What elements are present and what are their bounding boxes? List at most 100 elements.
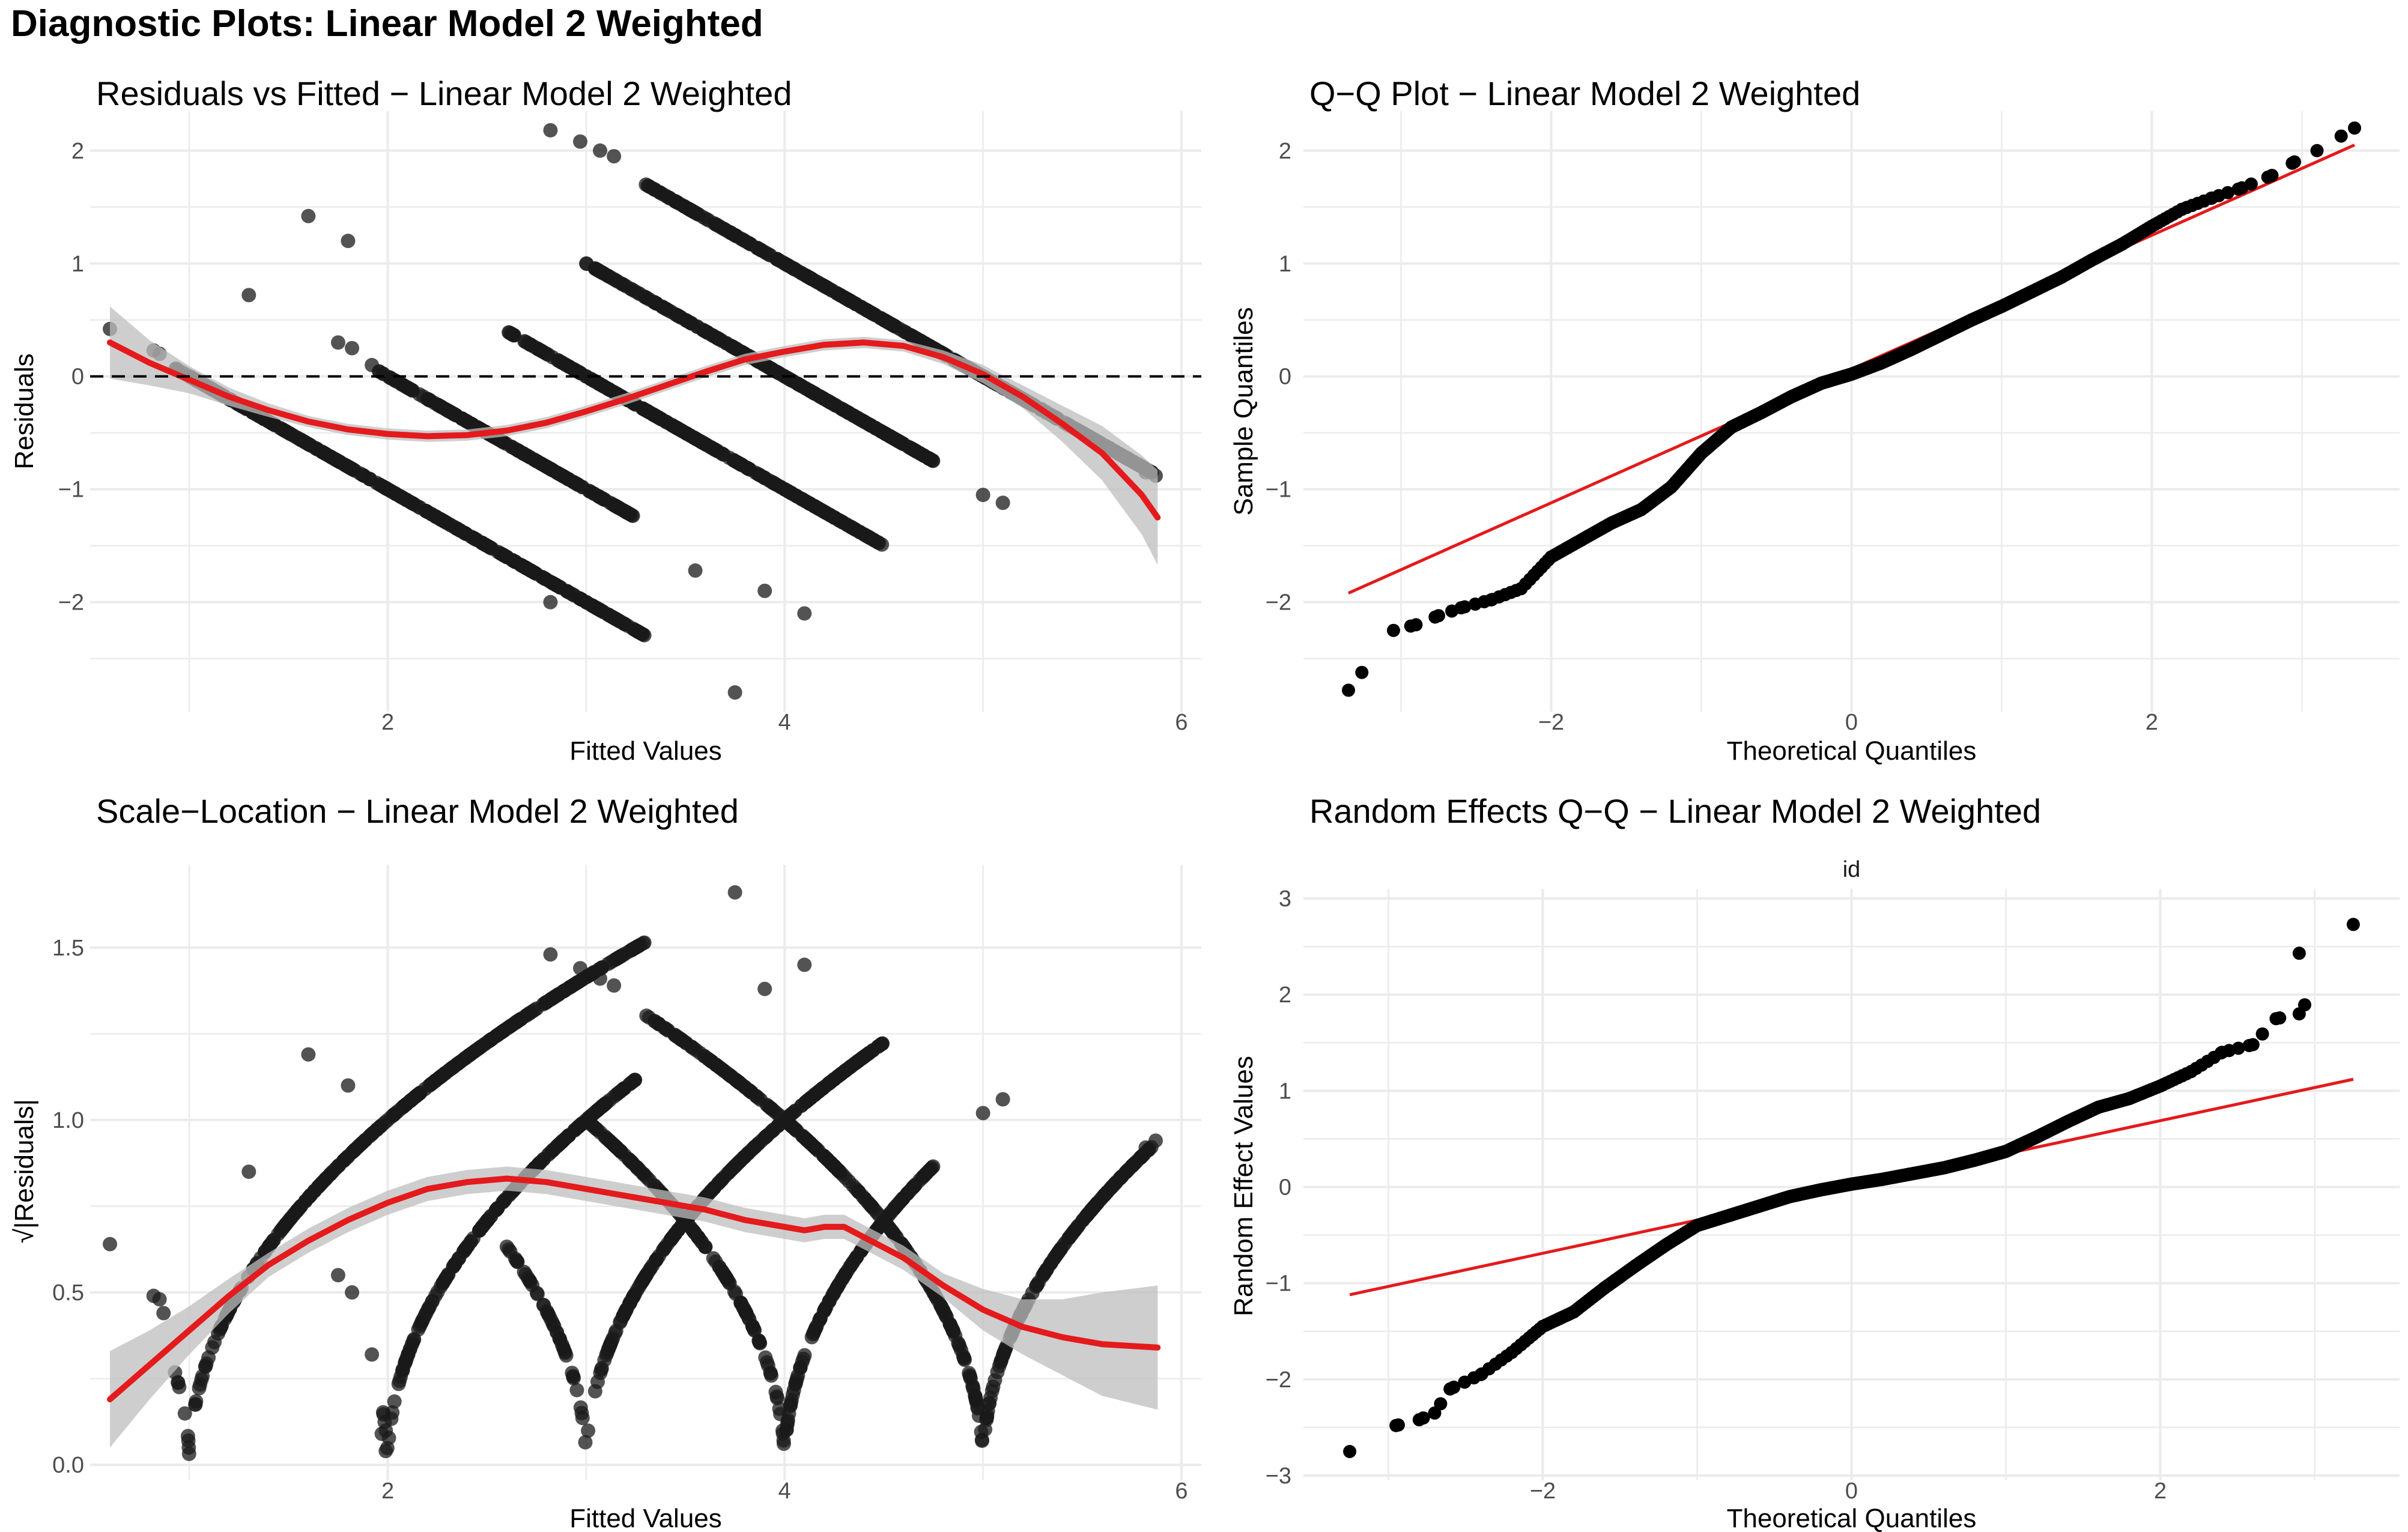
data-point [801, 495, 816, 510]
data-point [786, 1387, 800, 1402]
data-point [575, 1411, 590, 1426]
data-point [699, 437, 714, 452]
data-point [777, 1437, 791, 1451]
data-point [896, 323, 911, 338]
data-point [747, 1323, 762, 1338]
qq-point [1694, 446, 1708, 460]
data-point [1148, 1133, 1163, 1148]
data-point [432, 1070, 446, 1085]
chart-title: Residuals vs Fitted − Linear Model 2 Wei… [96, 74, 792, 112]
data-point [475, 536, 490, 550]
x-axis-label: Fitted Values [569, 736, 722, 766]
x-tick-label: 2 [381, 1479, 394, 1504]
data-point [688, 431, 702, 446]
y-tick-label: 0.0 [52, 1453, 84, 1478]
smooth-line [107, 1175, 1161, 1403]
data-point [711, 332, 726, 347]
data-point [795, 1355, 810, 1369]
data-point [864, 1198, 879, 1213]
data-point [518, 1008, 533, 1023]
qq-point [1664, 480, 1678, 494]
data-point [327, 451, 342, 466]
data-point [757, 583, 772, 598]
data-point [592, 264, 607, 279]
qq-point [1409, 618, 1423, 632]
data-point [751, 1091, 766, 1106]
data-point [358, 1133, 373, 1148]
y-tick-label: 0 [71, 365, 84, 390]
data-point [722, 1068, 737, 1083]
data-point [731, 343, 746, 358]
data-point [647, 1014, 662, 1029]
data-point [619, 1302, 634, 1317]
qq-point [2055, 270, 2069, 284]
data-point [827, 1285, 842, 1300]
data-point [608, 498, 623, 513]
data-point [613, 1143, 628, 1158]
data-point [572, 134, 587, 149]
data-point [706, 216, 721, 231]
data-point [599, 1348, 614, 1363]
data-point [771, 366, 786, 381]
data-point [607, 978, 622, 993]
qq-point [1754, 405, 1768, 419]
qq-point [1995, 300, 2009, 313]
data-point [736, 1150, 751, 1165]
data-point [690, 1229, 705, 1244]
data-point [685, 204, 699, 218]
x-tick-label: 4 [778, 1479, 791, 1504]
data-point [478, 1036, 493, 1051]
qq-point [2310, 144, 2324, 157]
data-point [996, 1345, 1011, 1360]
data-point [241, 1164, 256, 1179]
data-point [925, 453, 940, 468]
data-point [823, 1155, 839, 1170]
y-tick-label: 1 [71, 252, 84, 277]
data-point [786, 261, 801, 276]
x-tick-label: 0 [1845, 1479, 1858, 1504]
y-tick-label: 1.0 [52, 1108, 84, 1133]
data-point [590, 1374, 605, 1389]
chart-title: Scale−Location − Linear Model 2 Weighted [96, 792, 739, 830]
y-tick-label: −1 [1266, 1271, 1291, 1297]
qq-point [1514, 582, 1528, 596]
data-point [1057, 1237, 1071, 1252]
qq-point [2265, 169, 2279, 183]
data-point [499, 1240, 514, 1254]
qq-point [2085, 253, 2099, 267]
data-point [1125, 1158, 1140, 1173]
data-point [472, 1223, 487, 1238]
data-point [553, 1136, 568, 1151]
data-point [882, 1220, 897, 1235]
data-point [496, 1023, 511, 1038]
data-point [641, 179, 657, 194]
data-point [451, 1251, 466, 1266]
data-point [712, 1175, 727, 1190]
data-point [763, 1366, 778, 1381]
qq-point [1785, 390, 1798, 404]
data-point [975, 488, 990, 503]
data-point [394, 489, 409, 504]
qq-point [1574, 533, 1588, 547]
qq-point [1815, 377, 1828, 390]
data-point [820, 393, 835, 408]
data-point [1031, 1275, 1046, 1290]
y-tick-label: 2 [71, 139, 84, 164]
data-point [680, 313, 695, 329]
y-tick-label: 2 [1279, 982, 1291, 1008]
data-point [720, 1271, 735, 1286]
data-point [550, 988, 565, 1003]
data-point [587, 1119, 602, 1134]
qq-point [2288, 155, 2301, 169]
data-point [301, 208, 316, 223]
data-point [797, 606, 812, 621]
data-point [1100, 1185, 1114, 1200]
data-point [553, 580, 568, 595]
y-tick-label: −1 [58, 477, 84, 503]
data-point [861, 1046, 876, 1061]
data-point [569, 363, 584, 378]
data-point [970, 1401, 985, 1415]
data-point [189, 1394, 204, 1409]
data-point [769, 252, 784, 267]
data-point [301, 1047, 316, 1062]
